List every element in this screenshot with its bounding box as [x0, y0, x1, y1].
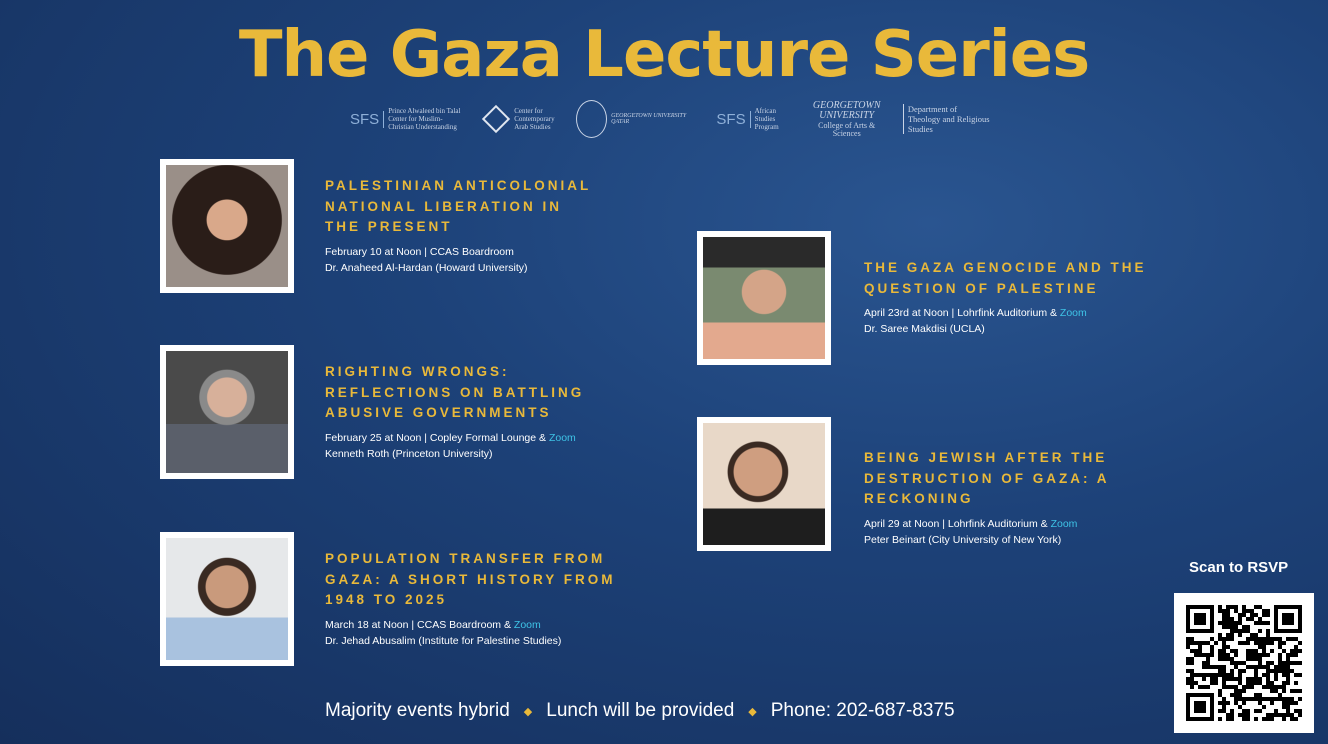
event-speaker: Dr. Anaheed Al-Hardan (Howard University… — [325, 261, 528, 274]
logo-theology: Department of Theology and Religious Stu… — [902, 104, 990, 134]
logo-text: GEORGETOWN UNIVERSITY QATAR — [611, 113, 687, 125]
sfs-mark: SFS — [350, 110, 385, 128]
event-5: BEING JEWISH AFTER THE DESTRUCTION OF GA… — [864, 448, 1204, 548]
zoom-link[interactable]: Zoom — [1059, 307, 1087, 319]
speaker-photo — [160, 532, 294, 666]
event-title: BEING JEWISH AFTER THE DESTRUCTION OF GA… — [864, 450, 1109, 506]
logo-college: GEORGETOWN UNIVERSITY College of Arts & S… — [805, 99, 889, 138]
event-speaker: Dr. Saree Makdisi (UCLA) — [864, 323, 985, 335]
georgetown-seal-icon — [576, 100, 608, 138]
event-3: POPULATION TRANSFER FROM GAZA: A SHORT H… — [325, 549, 665, 649]
event-speaker: Dr. Jehad Abusalim (Institute for Palest… — [325, 634, 562, 647]
event-when: April 23rd at Noon | Lohrfink Auditorium… — [864, 305, 1204, 321]
diamond-bullet-icon: ◆ — [523, 705, 533, 718]
footer-phone: Phone: 202-687-8375 — [770, 700, 955, 721]
qr-code-icon — [1186, 605, 1302, 721]
event-when: April 29 at Noon | Lohrfink Auditorium &… — [864, 516, 1204, 532]
event-speaker: Peter Beinart (City University of New Yo… — [864, 533, 1062, 546]
event-when: March 18 at Noon | CCAS Boardroom & Zoom — [325, 617, 665, 633]
event-title: THE GAZA GENOCIDE AND THE QUESTION OF PA… — [864, 260, 1147, 296]
zoom-link[interactable]: Zoom — [548, 431, 576, 444]
rsvp-label: Scan to RSVP — [1189, 559, 1289, 576]
logo-text: GEORGETOWN UNIVERSITY — [812, 99, 881, 121]
ccas-emblem-icon — [482, 104, 511, 134]
event-when-text: February 25 at Noon | Copley Formal Loun… — [325, 431, 549, 444]
logo-text: Prince Alwaleed bin Talal Center for Mus… — [388, 107, 461, 131]
rsvp-qr-code[interactable] — [1174, 593, 1314, 733]
event-4: THE GAZA GENOCIDE AND THE QUESTION OF PA… — [864, 258, 1204, 337]
speaker-photo — [697, 417, 831, 551]
event-speaker: Kenneth Roth (Princeton University) — [325, 447, 493, 460]
event-title: RIGHTING WRONGS: REFLECTIONS ON BATTLING… — [325, 364, 585, 420]
sponsor-logos: SFS Prince Alwaleed bin Talal Center for … — [350, 98, 990, 140]
sfs-mark: SFS — [716, 110, 751, 128]
speaker-photo — [160, 345, 294, 479]
speaker-photo — [697, 231, 831, 365]
footer: Majority events hybrid ◆ Lunch will be pr… — [325, 700, 955, 722]
logo-ccas: Center for Contemporary Arab Studies — [482, 104, 562, 134]
speaker-photo — [160, 159, 294, 293]
event-when-text: April 23rd at Noon | Lohrfink Auditorium… — [864, 307, 1060, 319]
zoom-link[interactable]: Zoom — [1050, 517, 1078, 530]
logo-acmcu: SFS Prince Alwaleed bin Talal Center for … — [350, 107, 468, 131]
logo-text: Center for Contemporary Arab Studies — [514, 107, 555, 131]
event-when-text: April 29 at Noon | Lohrfink Auditorium & — [864, 517, 1051, 530]
logo-guq: GEORGETOWN UNIVERSITY QATAR — [576, 100, 702, 138]
footer-lunch: Lunch will be provided — [546, 700, 735, 721]
footer-hybrid: Majority events hybrid — [325, 700, 510, 721]
zoom-link[interactable]: Zoom — [513, 618, 541, 631]
logo-text: Department of Theology and Religious Stu… — [907, 104, 990, 134]
event-when: February 10 at Noon | CCAS Boardroom — [325, 244, 665, 260]
event-when-text: February 10 at Noon | CCAS Boardroom — [325, 245, 514, 258]
event-2: RIGHTING WRONGS: REFLECTIONS ON BATTLING… — [325, 362, 665, 462]
logo-text: African Studies Program — [754, 107, 779, 131]
event-title: PALESTINIAN ANTICOLONIAL NATIONAL LIBERA… — [325, 178, 591, 234]
event-when-text: March 18 at Noon | CCAS Boardroom & — [325, 618, 514, 631]
event-1: PALESTINIAN ANTICOLONIAL NATIONAL LIBERA… — [325, 176, 665, 276]
event-when: February 25 at Noon | Copley Formal Loun… — [325, 430, 665, 446]
diamond-bullet-icon: ◆ — [748, 705, 757, 718]
logo-text: College of Arts & Sciences — [818, 120, 876, 138]
logo-african-studies: SFS African Studies Program — [716, 107, 790, 131]
page-title: The Gaza Lecture Series — [238, 18, 1090, 92]
event-title: POPULATION TRANSFER FROM GAZA: A SHORT H… — [325, 551, 616, 607]
